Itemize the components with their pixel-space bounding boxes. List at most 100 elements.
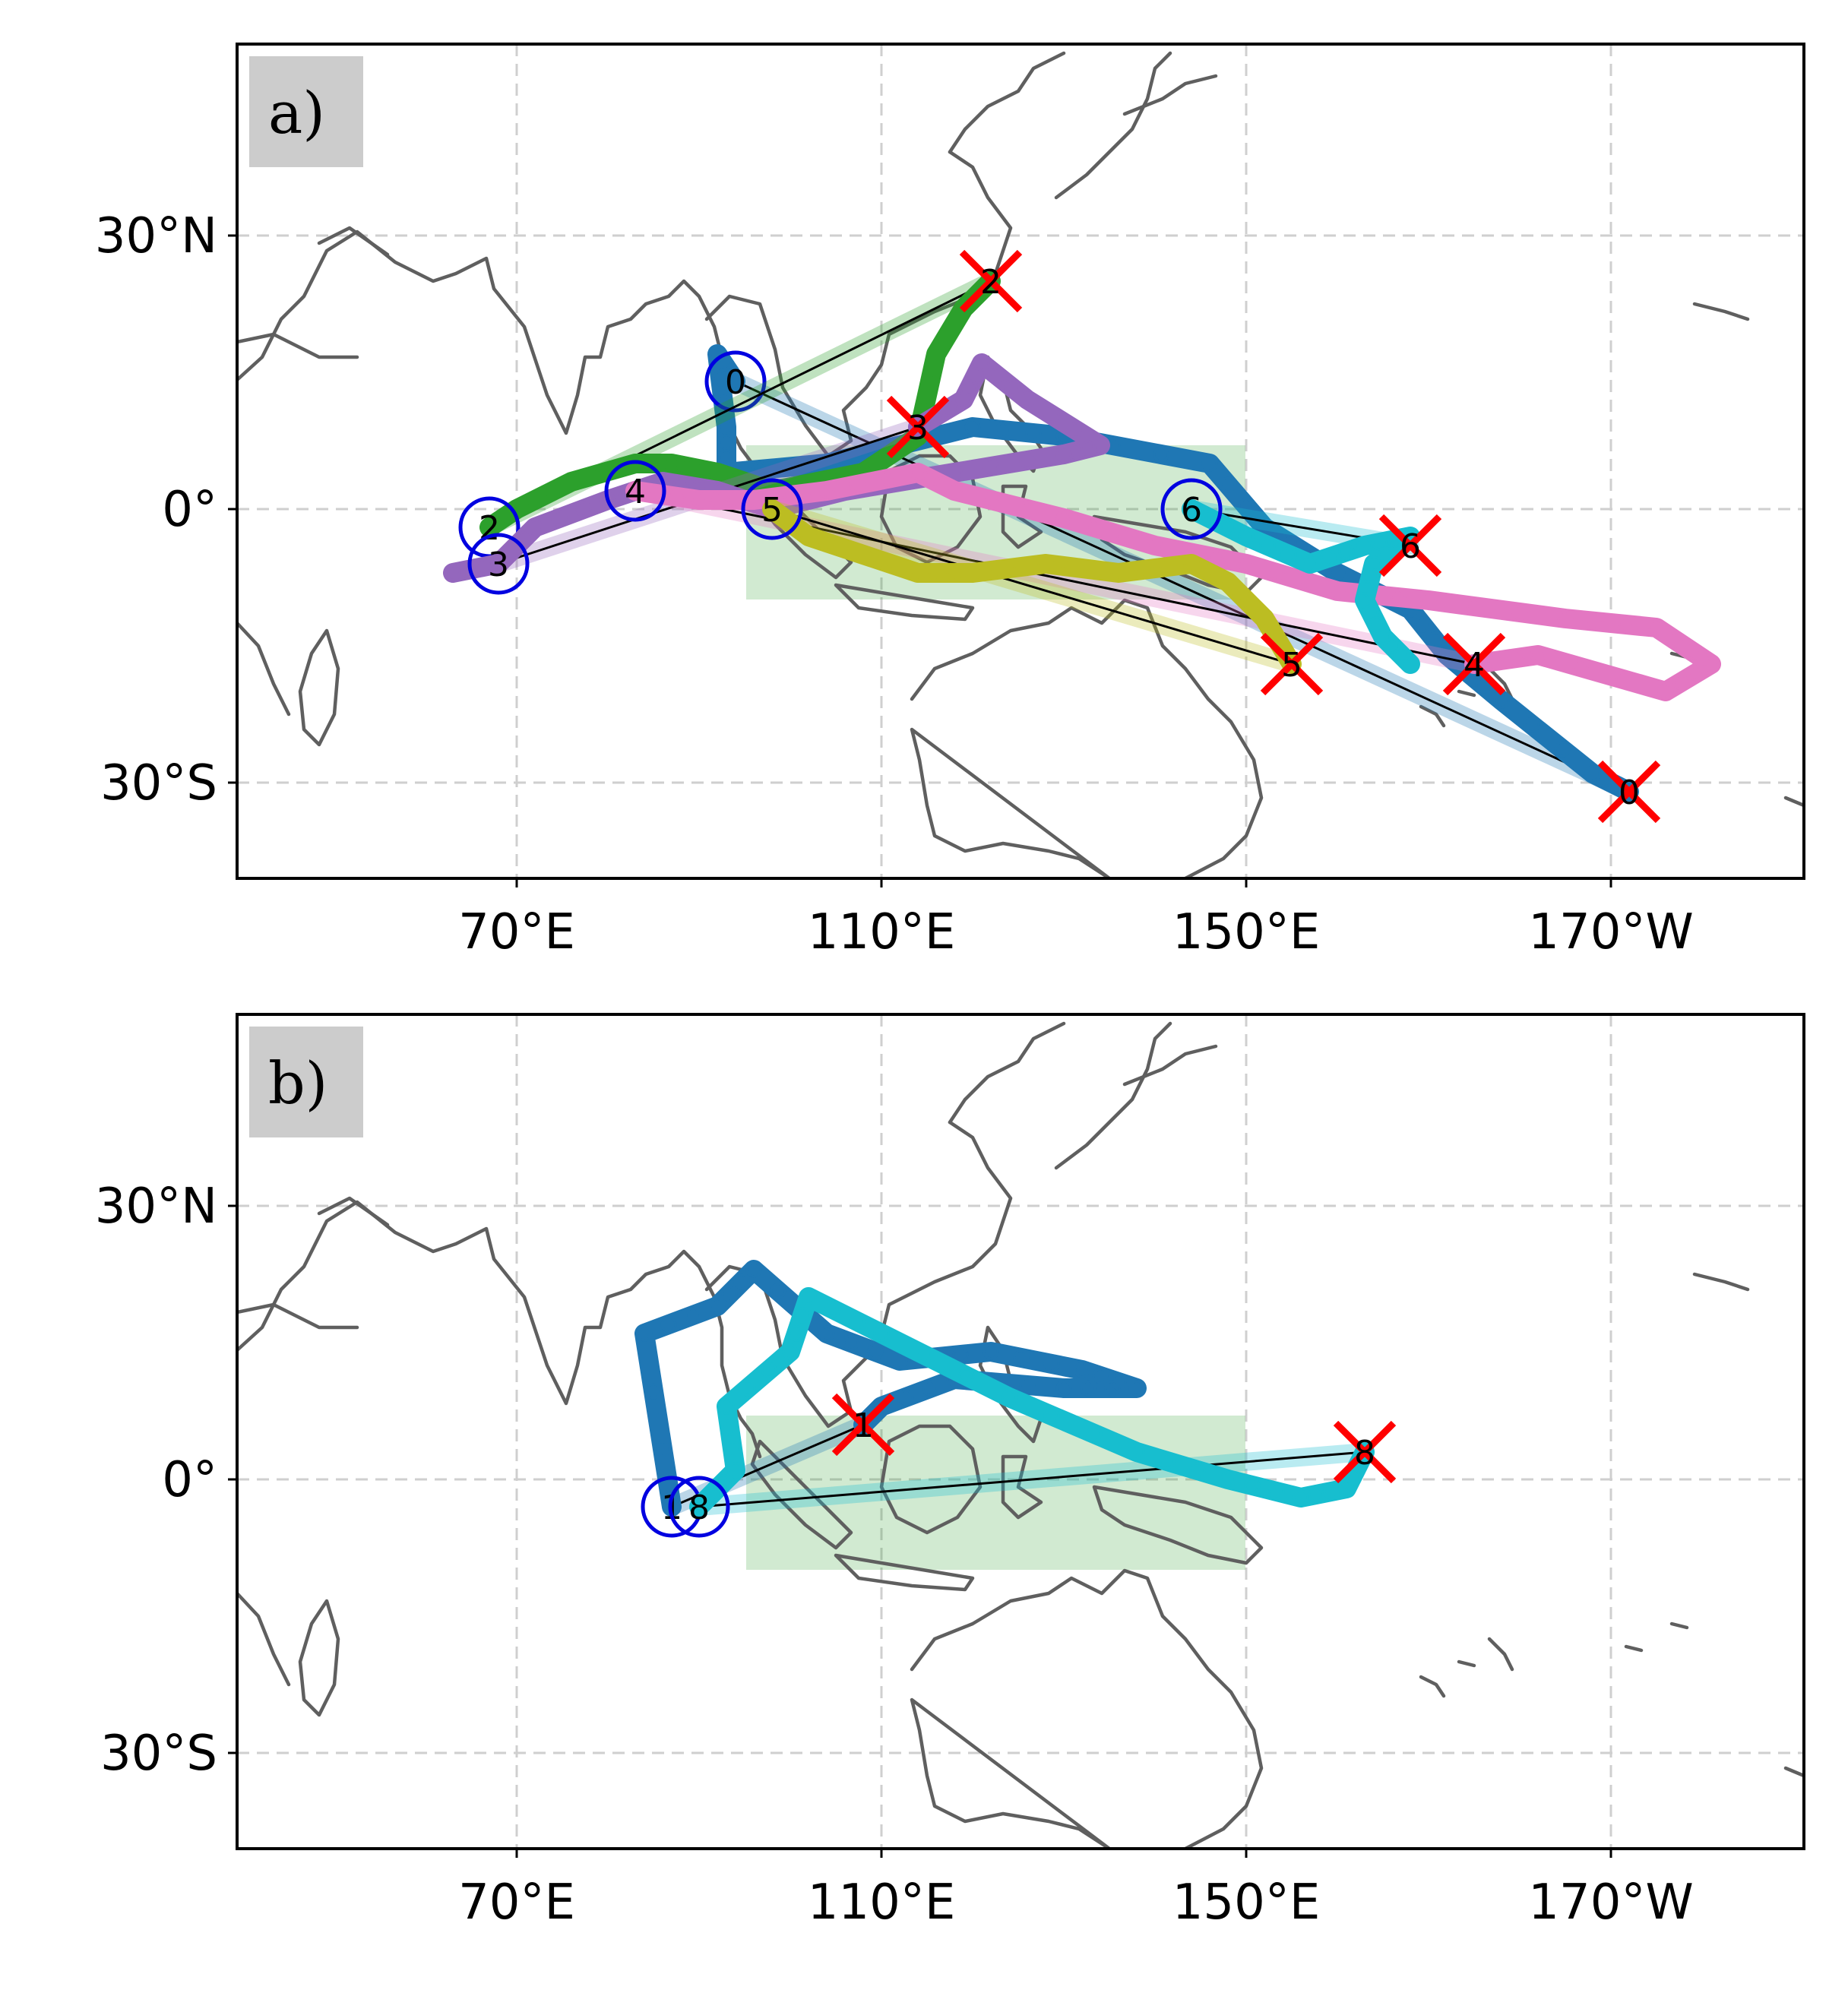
track-point	[1308, 1486, 1324, 1503]
track-point	[955, 300, 972, 317]
track-point	[1323, 1483, 1340, 1500]
track-point	[897, 1389, 914, 1406]
track-point	[1086, 562, 1103, 578]
track-point	[1128, 1444, 1145, 1460]
track-point	[861, 1410, 878, 1427]
track-point	[967, 367, 984, 384]
track-point	[1329, 565, 1346, 581]
track-point	[1530, 647, 1546, 663]
track-point	[782, 1343, 799, 1360]
panel-a-frame	[236, 43, 1805, 880]
track-point	[1302, 555, 1318, 572]
track-point	[445, 565, 461, 581]
track-point	[964, 565, 981, 581]
track-point	[1265, 625, 1282, 642]
track-point	[794, 1307, 811, 1324]
start-marker-label: 8	[688, 1489, 710, 1527]
track-point	[1587, 613, 1604, 630]
track-point	[636, 1325, 653, 1342]
track-point	[1037, 555, 1054, 572]
x-tick-label: 150°E	[1172, 1875, 1321, 1931]
track-point	[1207, 549, 1224, 566]
track-connector	[698, 1451, 1365, 1508]
track-point	[1280, 546, 1297, 563]
track-point	[1244, 1477, 1261, 1494]
track-point	[475, 558, 492, 575]
track-point	[983, 1343, 999, 1360]
track-point	[712, 370, 729, 387]
track-point	[1466, 598, 1483, 615]
track-point	[709, 492, 726, 508]
end-marker	[1333, 1420, 1397, 1484]
end-marker	[959, 249, 1023, 313]
track-point	[1356, 592, 1373, 609]
track-point	[855, 546, 872, 563]
track-point	[1074, 1362, 1090, 1378]
track-point	[818, 534, 835, 551]
start-marker	[467, 533, 530, 595]
track-point	[1557, 610, 1574, 627]
track-point	[1390, 589, 1407, 606]
end-marker-label: 8	[1354, 1434, 1375, 1473]
track-point	[1043, 407, 1060, 423]
start-marker	[668, 1476, 730, 1538]
track-point	[1110, 565, 1127, 581]
track-point	[983, 492, 999, 508]
track-point	[1438, 647, 1455, 663]
track-point	[551, 510, 568, 527]
track-point	[1378, 546, 1394, 563]
track-point	[891, 1353, 908, 1369]
track-point	[849, 1313, 865, 1330]
x-tick-label: 110°E	[808, 904, 956, 960]
track-point	[545, 482, 562, 499]
track-point	[995, 422, 1011, 438]
track-point	[1201, 455, 1218, 472]
track-point	[584, 467, 601, 484]
track-point	[1238, 555, 1255, 572]
track-point	[946, 565, 963, 581]
track-5: 55	[741, 478, 1324, 696]
x-tick-label: 110°E	[808, 1875, 956, 1931]
track-point	[1369, 616, 1385, 633]
end-marker	[1378, 514, 1442, 577]
track-point	[1019, 501, 1036, 517]
track-point	[1508, 650, 1525, 666]
track-point	[1329, 583, 1346, 600]
y-tick-label: 0°	[162, 1452, 217, 1508]
track-point	[928, 565, 945, 581]
track-point	[718, 449, 735, 466]
track-point	[916, 1346, 932, 1363]
track-point	[1080, 1380, 1096, 1397]
start-marker-label: 6	[1181, 491, 1202, 530]
track-point	[718, 1398, 735, 1415]
x-tick-label: 70°E	[458, 1875, 575, 1931]
track-2: 22	[458, 249, 1023, 558]
track-point	[1420, 592, 1437, 609]
track-point	[922, 373, 938, 390]
track-point	[1220, 574, 1236, 590]
track-point	[770, 1283, 786, 1299]
track-point	[1086, 1425, 1103, 1442]
track-point	[1615, 671, 1631, 688]
track-point	[709, 464, 726, 481]
track-point	[1293, 1489, 1309, 1506]
track-point	[606, 461, 622, 478]
track-point	[946, 315, 963, 332]
track-point	[1153, 446, 1169, 463]
track-point	[961, 379, 978, 396]
track-point	[1116, 528, 1133, 545]
end-marker-label: 0	[1619, 774, 1640, 812]
y-tick-label: 0°	[162, 482, 217, 538]
panel-b-axes: 30°N 0° 30°S 70°E 110°E 150°E 170°W	[95, 1178, 1694, 1931]
track-point	[1001, 1389, 1017, 1406]
track-point	[1338, 1480, 1355, 1497]
track-point	[654, 1441, 671, 1457]
track-point	[1685, 644, 1701, 660]
track-point	[973, 282, 990, 299]
y-tick-label: 30°N	[95, 1178, 217, 1235]
track-point	[685, 1307, 701, 1324]
x-tick-label: 170°W	[1528, 904, 1693, 960]
start-marker	[1160, 478, 1223, 540]
track-point	[1356, 537, 1373, 554]
